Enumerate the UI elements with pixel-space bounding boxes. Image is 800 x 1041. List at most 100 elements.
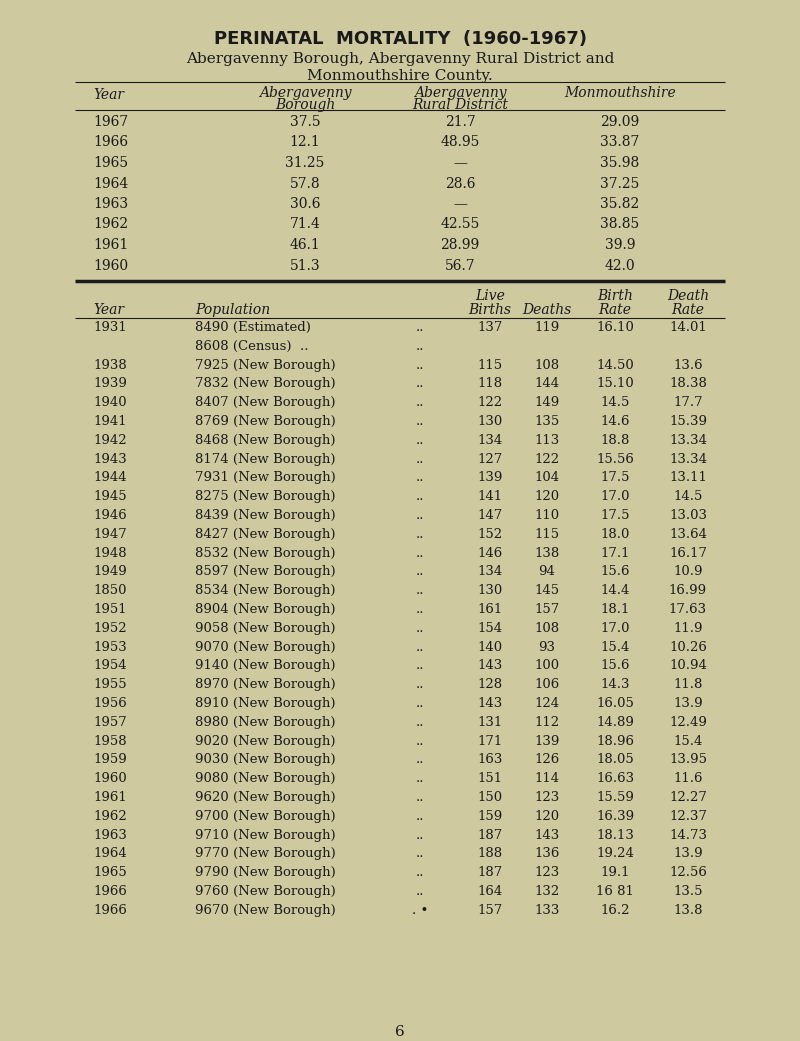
Text: Abergavenny: Abergavenny [414,86,506,100]
Text: 35.98: 35.98 [600,156,640,170]
Text: 30.6: 30.6 [290,197,320,211]
Text: ..: .. [416,772,424,785]
Text: 100: 100 [534,659,559,672]
Text: 14.5: 14.5 [600,397,630,409]
Text: 1943: 1943 [93,453,126,465]
Text: 8439 (New Borough): 8439 (New Borough) [195,509,336,522]
Text: Rate: Rate [671,303,705,318]
Text: 8427 (New Borough): 8427 (New Borough) [195,528,335,541]
Text: 113: 113 [534,434,560,447]
Text: 14.6: 14.6 [600,415,630,428]
Text: ..: .. [416,453,424,465]
Text: 8275 (New Borough): 8275 (New Borough) [195,490,335,503]
Text: —: — [453,197,467,211]
Text: 8980 (New Borough): 8980 (New Borough) [195,716,335,729]
Text: 1949: 1949 [93,565,126,579]
Text: 127: 127 [478,453,502,465]
Text: Year: Year [93,303,124,318]
Text: ..: .. [416,358,424,372]
Text: 28.99: 28.99 [440,238,480,252]
Text: 7832 (New Borough): 7832 (New Borough) [195,378,336,390]
Text: 10.9: 10.9 [674,565,702,579]
Text: 16.10: 16.10 [596,321,634,334]
Text: 104: 104 [534,472,559,484]
Text: 187: 187 [478,866,502,880]
Text: 35.82: 35.82 [600,197,640,211]
Text: 1961: 1961 [93,238,128,252]
Text: 163: 163 [478,754,502,766]
Text: 139: 139 [478,472,502,484]
Text: PERINATAL  MORTALITY  (1960-1967): PERINATAL MORTALITY (1960-1967) [214,30,586,48]
Text: 9670 (New Borough): 9670 (New Borough) [195,904,336,917]
Text: 135: 135 [534,415,560,428]
Text: 31.25: 31.25 [286,156,325,170]
Text: Monmouthshire: Monmouthshire [564,86,676,100]
Text: 1952: 1952 [93,621,126,635]
Text: 9058 (New Borough): 9058 (New Borough) [195,621,335,635]
Text: 1962: 1962 [93,810,126,822]
Text: 1941: 1941 [93,415,126,428]
Text: 115: 115 [534,528,559,541]
Text: 9760 (New Borough): 9760 (New Borough) [195,885,336,898]
Text: 13.9: 13.9 [673,697,703,710]
Text: 51.3: 51.3 [290,258,320,273]
Text: 14.3: 14.3 [600,678,630,691]
Text: 19.1: 19.1 [600,866,630,880]
Text: 37.5: 37.5 [290,115,320,129]
Text: 1954: 1954 [93,659,126,672]
Text: 126: 126 [534,754,560,766]
Text: 1947: 1947 [93,528,126,541]
Text: 152: 152 [478,528,502,541]
Text: Monmouthshire County.: Monmouthshire County. [307,69,493,83]
Text: 14.4: 14.4 [600,584,630,598]
Text: 1946: 1946 [93,509,126,522]
Text: 13.34: 13.34 [669,453,707,465]
Text: 8468 (New Borough): 8468 (New Borough) [195,434,335,447]
Text: 1945: 1945 [93,490,126,503]
Text: ..: .. [416,810,424,822]
Text: 115: 115 [478,358,502,372]
Text: 28.6: 28.6 [445,177,475,191]
Text: 15.6: 15.6 [600,659,630,672]
Text: —: — [453,156,467,170]
Text: 1931: 1931 [93,321,126,334]
Text: 1957: 1957 [93,716,126,729]
Text: 15.4: 15.4 [674,735,702,747]
Text: 94: 94 [538,565,555,579]
Text: 8490 (Estimated): 8490 (Estimated) [195,321,311,334]
Text: 56.7: 56.7 [445,258,475,273]
Text: 1966: 1966 [93,135,128,150]
Text: 144: 144 [534,378,559,390]
Text: 12.56: 12.56 [669,866,707,880]
Text: 188: 188 [478,847,502,861]
Text: 13.03: 13.03 [669,509,707,522]
Text: 9710 (New Borough): 9710 (New Borough) [195,829,336,841]
Text: 46.1: 46.1 [290,238,320,252]
Text: 1942: 1942 [93,434,126,447]
Text: Birth: Birth [597,289,633,303]
Text: 38.85: 38.85 [600,218,640,231]
Text: ..: .. [416,791,424,804]
Text: 15.59: 15.59 [596,791,634,804]
Text: 14.50: 14.50 [596,358,634,372]
Text: 1953: 1953 [93,640,126,654]
Text: 150: 150 [478,791,502,804]
Text: 16.05: 16.05 [596,697,634,710]
Text: Rural District: Rural District [412,98,508,112]
Text: 149: 149 [534,397,560,409]
Text: 128: 128 [478,678,502,691]
Text: 122: 122 [478,397,502,409]
Text: 137: 137 [478,321,502,334]
Text: 9770 (New Borough): 9770 (New Borough) [195,847,336,861]
Text: 136: 136 [534,847,560,861]
Text: 13.5: 13.5 [674,885,702,898]
Text: 18.96: 18.96 [596,735,634,747]
Text: 7925 (New Borough): 7925 (New Borough) [195,358,336,372]
Text: ..: .. [416,735,424,747]
Text: ..: .. [416,434,424,447]
Text: 157: 157 [478,904,502,917]
Text: 18.13: 18.13 [596,829,634,841]
Text: 17.5: 17.5 [600,472,630,484]
Text: 151: 151 [478,772,502,785]
Text: 13.6: 13.6 [673,358,703,372]
